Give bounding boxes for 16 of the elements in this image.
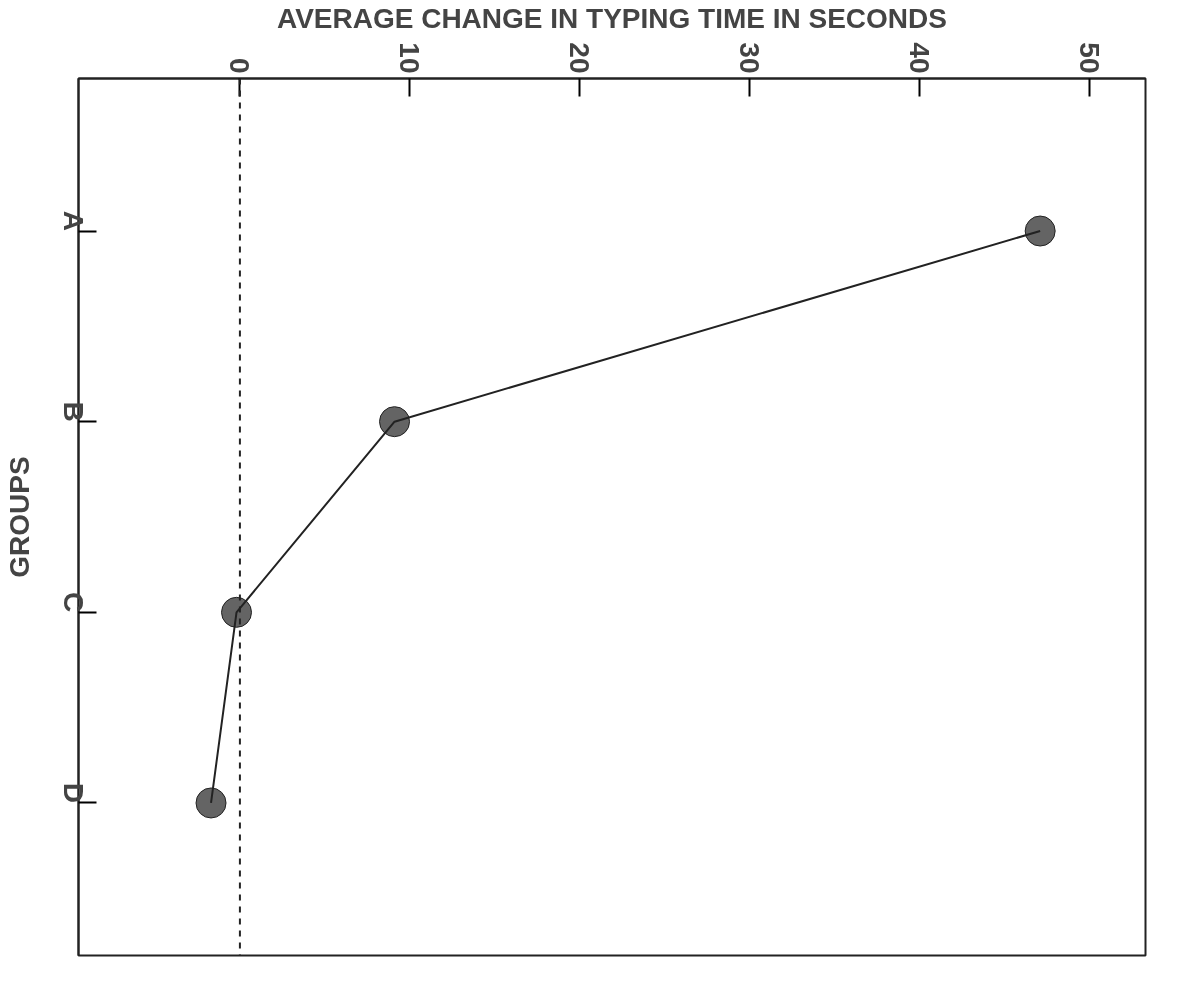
y-tick-label: D bbox=[58, 782, 89, 803]
x-tick-label: 10 bbox=[394, 42, 426, 74]
y-tick-label: C bbox=[58, 592, 89, 613]
point bbox=[379, 406, 411, 438]
x-axis-title: AVERAGE CHANGE IN TYPING TIME IN SECONDS bbox=[277, 3, 947, 35]
point bbox=[221, 596, 253, 628]
x-tick-label: 20 bbox=[564, 42, 596, 74]
point bbox=[1024, 215, 1056, 247]
x-tick-label: 50 bbox=[1073, 42, 1105, 74]
y-tick-label: B bbox=[58, 401, 89, 422]
y-tick-label: A bbox=[58, 210, 89, 232]
x-tick-label: 0 bbox=[224, 57, 256, 74]
point bbox=[195, 787, 227, 819]
x-tick-label: 40 bbox=[904, 42, 936, 74]
x-tick-label: 30 bbox=[734, 42, 766, 74]
y-axis-title: GROUPS bbox=[3, 456, 35, 578]
